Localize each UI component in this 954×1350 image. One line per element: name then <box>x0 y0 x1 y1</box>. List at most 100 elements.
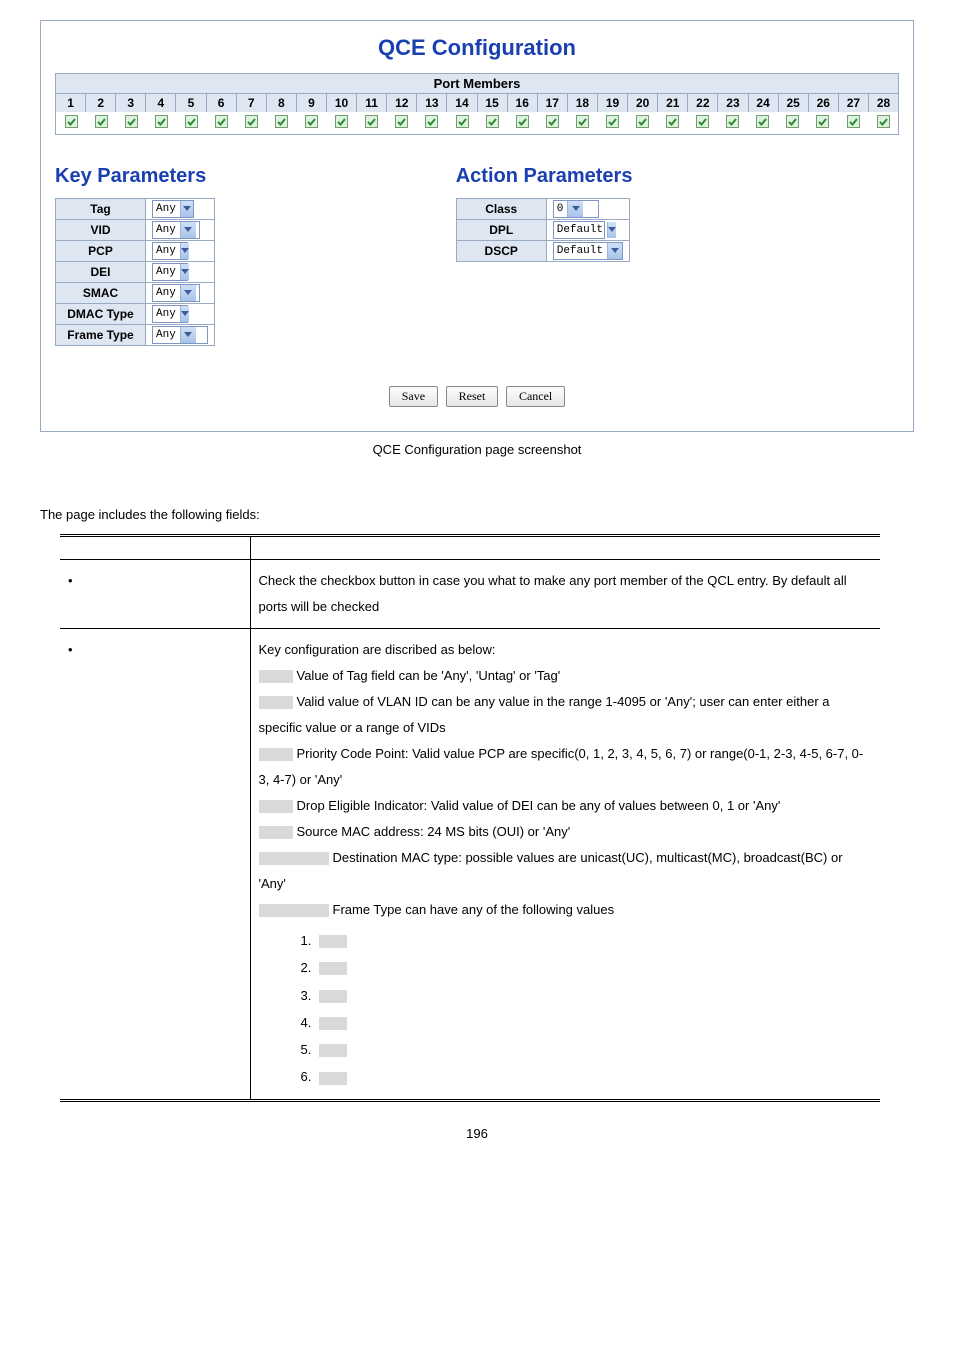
chevron-down-icon <box>180 327 196 343</box>
dropdown-default[interactable]: Default <box>553 221 605 239</box>
qce-panel: QCE Configuration Port Members 123456789… <box>40 20 914 432</box>
frametype-chip <box>259 904 329 917</box>
ap-label-DSCP: DSCP <box>456 241 546 262</box>
dropdown-any[interactable]: Any <box>152 200 194 218</box>
kp-value-DMAC Type: Any <box>146 304 215 325</box>
dropdown-0[interactable]: 0 <box>553 200 599 218</box>
intro-text: The page includes the following fields: <box>40 507 914 522</box>
kp-value-SMAC: Any <box>146 283 215 304</box>
frame-type-item: 1. <box>301 927 873 954</box>
port-header-17: 17 <box>538 93 568 112</box>
chevron-down-icon <box>180 222 196 238</box>
ap-label-Class: Class <box>456 199 546 220</box>
action-parameters-heading: Action Parameters <box>456 165 878 188</box>
port-header-12: 12 <box>387 93 417 112</box>
field-description-table: • Check the checkbox button in case you … <box>60 534 880 1102</box>
port-members-table: Port Members 123456789101112131415161718… <box>55 73 899 135</box>
port-checkbox-8[interactable] <box>267 112 297 134</box>
save-button[interactable]: Save <box>389 386 438 407</box>
ap-value-DSCP: Default <box>546 241 629 262</box>
port-header-27: 27 <box>839 93 869 112</box>
reset-button[interactable]: Reset <box>446 386 499 407</box>
port-header-2: 2 <box>86 93 116 112</box>
port-header-3: 3 <box>116 93 146 112</box>
port-checkbox-9[interactable] <box>297 112 327 134</box>
button-row: Save Reset Cancel <box>55 386 899 407</box>
port-checkbox-13[interactable] <box>417 112 447 134</box>
port-checkbox-16[interactable] <box>507 112 537 134</box>
port-header-8: 8 <box>267 93 297 112</box>
port-header-18: 18 <box>568 93 598 112</box>
dropdown-any[interactable]: Any <box>152 242 188 260</box>
port-header-11: 11 <box>357 93 387 112</box>
port-checkbox-24[interactable] <box>748 112 778 134</box>
port-header-20: 20 <box>628 93 658 112</box>
port-checkbox-23[interactable] <box>718 112 748 134</box>
screenshot-caption: QCE Configuration page screenshot <box>20 442 934 457</box>
port-checkbox-20[interactable] <box>627 112 657 134</box>
port-checkbox-14[interactable] <box>447 112 477 134</box>
ft-chip <box>319 1044 347 1057</box>
port-checkbox-1[interactable] <box>56 112 86 134</box>
row-port-members: • <box>60 560 250 629</box>
port-checkbox-19[interactable] <box>597 112 627 134</box>
port-header-7: 7 <box>237 93 267 112</box>
ft-chip <box>319 1072 347 1085</box>
port-header-22: 22 <box>688 93 718 112</box>
ap-value-Class: 0 <box>546 199 629 220</box>
desc-key: Key configuration are discribed as below… <box>250 629 880 1101</box>
dropdown-any[interactable]: Any <box>152 305 188 323</box>
page-number: 196 <box>20 1126 934 1141</box>
port-checkbox-25[interactable] <box>778 112 808 134</box>
port-checkbox-5[interactable] <box>176 112 206 134</box>
kp-value-DEI: Any <box>146 262 215 283</box>
cancel-button[interactable]: Cancel <box>506 386 565 407</box>
port-header-4: 4 <box>146 93 176 112</box>
chevron-down-icon <box>180 264 189 280</box>
port-checkbox-6[interactable] <box>206 112 236 134</box>
chevron-down-icon <box>607 243 622 259</box>
dmac-chip <box>259 852 329 865</box>
port-header-16: 16 <box>508 93 538 112</box>
port-checkbox-2[interactable] <box>86 112 116 134</box>
port-header-21: 21 <box>658 93 688 112</box>
frame-type-item: 3. <box>301 982 873 1009</box>
dropdown-default[interactable]: Default <box>553 242 623 260</box>
pcp-chip <box>259 748 293 761</box>
smac-chip <box>259 826 293 839</box>
port-checkbox-3[interactable] <box>116 112 146 134</box>
port-checkbox-17[interactable] <box>537 112 567 134</box>
port-checkbox-15[interactable] <box>477 112 507 134</box>
port-checkbox-22[interactable] <box>688 112 718 134</box>
port-checkbox-21[interactable] <box>658 112 688 134</box>
port-header-9: 9 <box>297 93 327 112</box>
port-checkbox-4[interactable] <box>146 112 176 134</box>
port-checkbox-27[interactable] <box>838 112 868 134</box>
port-header-25: 25 <box>779 93 809 112</box>
dropdown-any[interactable]: Any <box>152 326 208 344</box>
port-checkbox-10[interactable] <box>327 112 357 134</box>
port-header-6: 6 <box>207 93 237 112</box>
frame-type-item: 4. <box>301 1009 873 1036</box>
kp-label-VID: VID <box>56 220 146 241</box>
port-checkbox-7[interactable] <box>236 112 266 134</box>
chevron-down-icon <box>567 201 583 217</box>
port-checkbox-12[interactable] <box>387 112 417 134</box>
ft-chip <box>319 962 347 975</box>
port-checkbox-28[interactable] <box>868 112 898 134</box>
port-checkbox-11[interactable] <box>357 112 387 134</box>
port-members-header: Port Members <box>56 74 898 93</box>
port-checkbox-18[interactable] <box>567 112 597 134</box>
ft-chip <box>319 990 347 1003</box>
chevron-down-icon <box>607 222 616 238</box>
frame-type-item: 5. <box>301 1036 873 1063</box>
vid-chip <box>259 696 293 709</box>
kp-label-PCP: PCP <box>56 241 146 262</box>
dropdown-any[interactable]: Any <box>152 263 188 281</box>
dropdown-any[interactable]: Any <box>152 284 200 302</box>
dropdown-any[interactable]: Any <box>152 221 200 239</box>
port-checkbox-26[interactable] <box>808 112 838 134</box>
frame-type-item: 2. <box>301 954 873 981</box>
chevron-down-icon <box>180 285 196 301</box>
port-header-5: 5 <box>176 93 206 112</box>
